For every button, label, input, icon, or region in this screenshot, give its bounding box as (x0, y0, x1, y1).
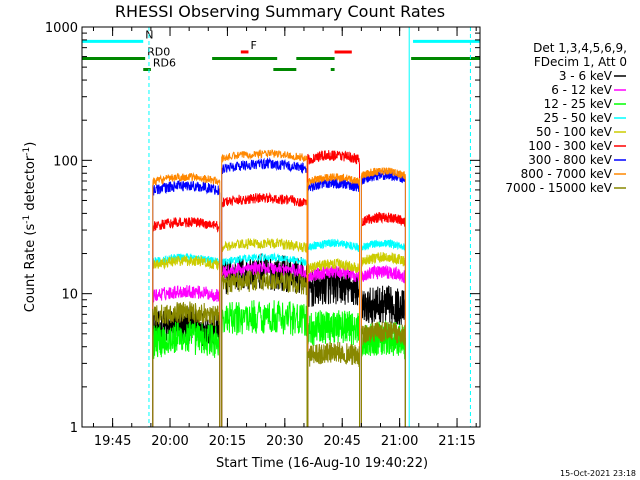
series-path (152, 270, 406, 427)
legend-entry: 800 - 7000 keV (521, 167, 613, 181)
legend-entry: 300 - 800 keV (528, 153, 612, 167)
series-path (152, 238, 406, 427)
y-axis-title-part-3: detector (23, 155, 38, 215)
legend-entry: 7000 - 15000 keV (505, 181, 612, 195)
x-tick-label: 21:00 (381, 434, 418, 449)
y-axis-title-part-4: -1 (22, 147, 32, 156)
chart-title: RHESSI Observing Summary Count Rates (115, 2, 445, 21)
series-line (152, 300, 406, 427)
legend-entry: 3 - 6 keV (559, 69, 613, 83)
legend-entry: 100 - 300 keV (528, 139, 612, 153)
flag-label: RD0 (147, 46, 170, 59)
flag-label: RD6 (153, 57, 176, 70)
legend-entry: 12 - 25 keV (544, 97, 613, 111)
flag: RD0 (82, 46, 480, 61)
series-line (152, 150, 406, 427)
series-line (152, 157, 406, 427)
flag-label: F (250, 39, 256, 52)
flag: RD6 (143, 57, 335, 72)
plot-frame (81, 26, 481, 428)
series-path (152, 157, 406, 427)
x-axis-ticks: 19:45 20:00 20:15 20:30 20:45 21:00 21:15 (92, 27, 477, 449)
y-tick-label: 10 (61, 288, 78, 303)
x-tick-label: 20:30 (266, 434, 303, 449)
footer-timestamp: 15-Oct-2021 23:18 (560, 469, 636, 478)
x-tick-label: 20:15 (209, 434, 246, 449)
y-tick-label: 1000 (45, 21, 78, 36)
flag: F (240, 39, 352, 54)
legend-header-line-1: Det 1,3,4,5,6,9, (533, 41, 627, 55)
legend-entry: 50 - 100 keV (536, 125, 613, 139)
x-axis-title: Start Time (16-Aug-10 19:40:22) (216, 456, 428, 471)
flag-lines: NRD0RD6F (82, 28, 480, 72)
x-tick-label: 19:45 (94, 434, 131, 449)
y-axis-title: Count Rate (s-1 detector-1) (22, 142, 38, 313)
y-tick-label: 100 (53, 154, 78, 169)
legend-entry: 6 - 12 keV (551, 83, 613, 97)
series-line (152, 261, 406, 427)
y-axis-ticks: 1 10 100 1000 (45, 21, 480, 436)
series-curves (152, 149, 406, 427)
series-path (152, 149, 406, 427)
y-tick-label: 1 (70, 421, 78, 436)
y-axis-title-part-5: ) (23, 142, 38, 147)
x-tick-label: 20:45 (323, 434, 360, 449)
series-line (152, 270, 406, 427)
legend: Det 1,3,4,5,6,9, FDecim 1, Att 0 3 - 6 k… (505, 41, 627, 195)
legend-header-line-2: FDecim 1, Att 0 (534, 55, 627, 69)
series-line (152, 149, 406, 427)
series-path (152, 237, 406, 427)
y-axis-title-part-2: -1 (22, 215, 32, 224)
y-axis-title-part-1: Count Rate (s (23, 224, 38, 313)
legend-entry: 25 - 50 keV (544, 111, 613, 125)
series-path (152, 150, 406, 427)
series-path (152, 261, 406, 427)
vertical-markers (148, 27, 471, 427)
series-path (152, 300, 406, 427)
series-line (152, 238, 406, 427)
series-line (152, 237, 406, 427)
x-tick-label: 21:15 (438, 434, 475, 449)
x-tick-label: 20:00 (151, 434, 188, 449)
